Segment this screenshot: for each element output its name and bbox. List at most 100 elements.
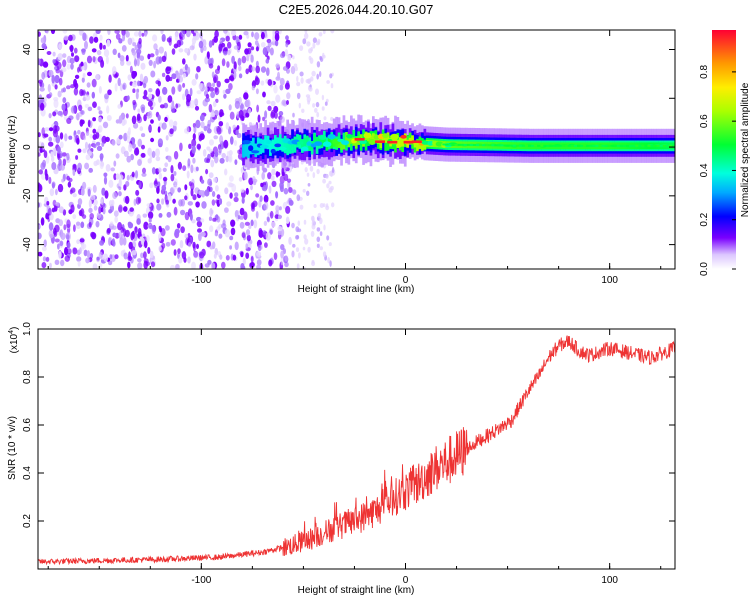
heatmap-cell — [147, 110, 153, 119]
heatmap-cell — [82, 214, 87, 219]
heatmap-cell — [157, 126, 161, 133]
heatmap-cell — [302, 246, 306, 251]
heatmap-cell — [108, 209, 113, 214]
heatmap-cell — [325, 205, 330, 211]
heatmap-cell — [244, 221, 250, 226]
heatmap-cell — [616, 144, 621, 147]
heatmap-cell — [252, 200, 258, 208]
heatmap-cell — [244, 146, 248, 155]
heatmap-cell — [296, 81, 301, 87]
heatmap-cell — [43, 96, 48, 102]
heatmap-cell — [187, 242, 192, 248]
heatmap-cell — [255, 211, 259, 219]
heatmap-cell — [87, 188, 91, 197]
heatmap-cell — [256, 259, 262, 266]
spectrogram-ylabel: Frequency (Hz) — [7, 116, 18, 185]
heatmap-cell — [49, 262, 52, 269]
heatmap-cell — [225, 155, 229, 163]
heatmap-cell — [184, 195, 188, 201]
heatmap-cell — [341, 140, 350, 146]
heatmap-cell — [264, 30, 268, 38]
heatmap-cell — [306, 41, 311, 47]
heatmap-cell — [189, 213, 193, 221]
heatmap-cell — [57, 90, 62, 98]
heatmap-cell — [172, 124, 177, 132]
heatmap-cell — [135, 189, 140, 196]
heatmap-cell — [99, 34, 103, 41]
heatmap-cell — [275, 76, 281, 81]
heatmap-cell — [126, 155, 132, 163]
heatmap-cell — [147, 125, 152, 132]
heatmap-cell — [113, 173, 117, 181]
heatmap-cell — [153, 60, 157, 69]
heatmap-cell — [192, 157, 196, 164]
heatmap-cell — [619, 144, 624, 147]
heatmap-cell — [229, 245, 233, 250]
heatmap-cell — [247, 108, 252, 114]
heatmap-cell — [313, 204, 317, 208]
heatmap-cell — [265, 58, 270, 64]
heatmap-cell — [629, 144, 633, 147]
heatmap-cell — [290, 66, 296, 75]
heatmap-cell — [224, 168, 228, 176]
heatmap-cell — [255, 88, 259, 95]
heatmap-cell — [512, 144, 516, 147]
heatmap-cell — [120, 250, 125, 257]
heatmap-cell — [134, 147, 140, 156]
heatmap-cell — [503, 144, 507, 147]
heatmap-cell — [283, 187, 289, 195]
heatmap-cell — [132, 42, 137, 47]
heatmap-cell — [279, 52, 286, 59]
heatmap-cell — [179, 240, 184, 249]
heatmap-cell — [118, 174, 124, 180]
heatmap-cell — [53, 99, 59, 108]
heatmap-cell — [85, 257, 90, 264]
heatmap-cell — [53, 124, 58, 134]
heatmap-cell — [230, 136, 234, 145]
heatmap-cell — [206, 158, 211, 164]
heatmap-cell — [57, 243, 60, 250]
heatmap-cell — [534, 144, 538, 147]
heatmap-cell — [178, 199, 183, 207]
heatmap-cell — [117, 104, 122, 109]
heatmap-cell — [233, 140, 238, 146]
heatmap-cell — [280, 244, 285, 251]
heatmap-cell — [224, 207, 229, 213]
heatmap-cell — [173, 171, 177, 176]
heatmap-cell — [82, 72, 86, 79]
heatmap-cell — [331, 202, 335, 208]
colorbar-tick-label: 0.4 — [699, 163, 710, 177]
heatmap-cell — [119, 237, 124, 246]
heatmap-cell — [310, 230, 315, 237]
heatmap-cell — [76, 256, 82, 262]
heatmap-cell — [204, 263, 210, 268]
heatmap-cell — [286, 139, 289, 148]
heatmap-cell — [284, 261, 289, 268]
heatmap-cell — [152, 34, 158, 42]
heatmap-cell — [266, 100, 271, 105]
heatmap-cell — [322, 30, 326, 35]
heatmap-cell — [122, 84, 126, 90]
heatmap-cell — [96, 50, 102, 56]
heatmap-cell — [445, 143, 449, 146]
heatmap-cell — [167, 155, 172, 163]
heatmap-cell — [78, 104, 83, 112]
heatmap-cell — [95, 220, 100, 228]
heatmap-cell — [128, 143, 133, 153]
heatmap-cell — [315, 101, 320, 108]
x-tick-label: 100 — [601, 575, 618, 586]
heatmap-cell — [165, 241, 171, 247]
heatmap-cell — [278, 111, 284, 116]
heatmap-cell — [234, 100, 240, 109]
heatmap-cell — [80, 243, 87, 250]
heatmap-cell — [384, 137, 387, 151]
heatmap-cell — [650, 144, 654, 147]
heatmap-cell — [245, 243, 249, 250]
heatmap-cell — [270, 100, 276, 107]
heatmap-cell — [249, 262, 255, 269]
heatmap-cell — [47, 207, 52, 216]
heatmap-cell — [178, 256, 183, 264]
heatmap-cell — [48, 92, 53, 98]
heatmap-cell — [134, 226, 138, 234]
heatmap-cell — [270, 200, 275, 206]
